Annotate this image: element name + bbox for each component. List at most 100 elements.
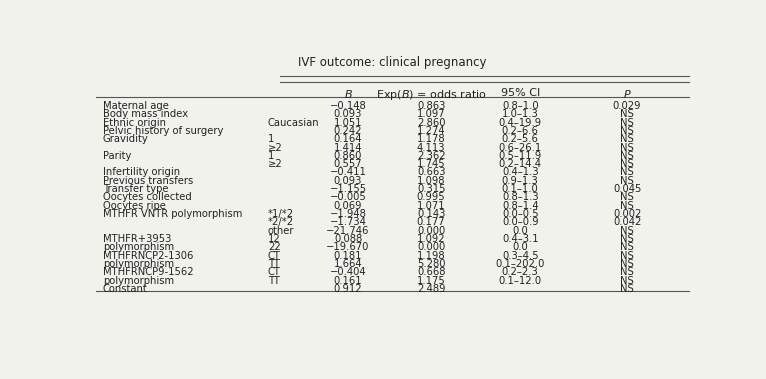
Text: NS: NS xyxy=(620,226,634,236)
Text: 1.097: 1.097 xyxy=(417,109,446,119)
Text: 0.2–5.6: 0.2–5.6 xyxy=(502,134,538,144)
Text: 0.995: 0.995 xyxy=(417,193,446,202)
Text: TT: TT xyxy=(268,276,280,286)
Text: 0.315: 0.315 xyxy=(417,184,445,194)
Text: $B$: $B$ xyxy=(344,88,352,100)
Text: polymorphism: polymorphism xyxy=(103,259,174,269)
Text: 1: 1 xyxy=(268,151,274,161)
Text: 1.664: 1.664 xyxy=(334,259,362,269)
Text: 0.668: 0.668 xyxy=(417,267,445,277)
Text: 0.0: 0.0 xyxy=(512,226,528,236)
Text: 0.5–11.9: 0.5–11.9 xyxy=(499,151,542,161)
Text: 0.2–14.4: 0.2–14.4 xyxy=(499,159,542,169)
Text: Previous transfers: Previous transfers xyxy=(103,176,193,186)
Text: 1.414: 1.414 xyxy=(334,143,362,152)
Text: 1.274: 1.274 xyxy=(417,126,446,136)
Text: 0.6–26.1: 0.6–26.1 xyxy=(499,143,542,152)
Text: NS: NS xyxy=(620,284,634,294)
Text: 0.161: 0.161 xyxy=(334,276,362,286)
Text: 0.8–1.3: 0.8–1.3 xyxy=(502,193,538,202)
Text: 0.663: 0.663 xyxy=(417,168,445,177)
Text: 1: 1 xyxy=(268,134,274,144)
Text: MTHFRNCP9-1562: MTHFRNCP9-1562 xyxy=(103,267,194,277)
Text: 0.9–1.3: 0.9–1.3 xyxy=(502,176,538,186)
Text: 1.745: 1.745 xyxy=(417,159,446,169)
Text: Oocytes ripe: Oocytes ripe xyxy=(103,201,165,211)
Text: 1.098: 1.098 xyxy=(417,176,445,186)
Text: 0.2–2.3: 0.2–2.3 xyxy=(502,267,538,277)
Text: −19.670: −19.670 xyxy=(326,242,370,252)
Text: NS: NS xyxy=(620,117,634,128)
Text: NS: NS xyxy=(620,176,634,186)
Text: 0.000: 0.000 xyxy=(417,242,445,252)
Text: 1.071: 1.071 xyxy=(417,201,446,211)
Text: NS: NS xyxy=(620,267,634,277)
Text: 1.178: 1.178 xyxy=(417,134,446,144)
Text: 0.1–12.0: 0.1–12.0 xyxy=(499,276,542,286)
Text: 0.3–4.5: 0.3–4.5 xyxy=(502,251,538,261)
Text: 0.8–1.4: 0.8–1.4 xyxy=(502,201,538,211)
Text: 12: 12 xyxy=(268,234,280,244)
Text: MTHFR+3953: MTHFR+3953 xyxy=(103,234,172,244)
Text: ≥2: ≥2 xyxy=(268,159,283,169)
Text: Pelvic history of surgery: Pelvic history of surgery xyxy=(103,126,223,136)
Text: 0.093: 0.093 xyxy=(334,176,362,186)
Text: −1.734: −1.734 xyxy=(329,218,366,227)
Text: Infertility origin: Infertility origin xyxy=(103,168,180,177)
Text: other: other xyxy=(268,226,294,236)
Text: 0.042: 0.042 xyxy=(613,218,641,227)
Text: NS: NS xyxy=(620,259,634,269)
Text: Exp($B$) = odds ratio: Exp($B$) = odds ratio xyxy=(376,88,486,102)
Text: 0.088: 0.088 xyxy=(334,234,362,244)
Text: TT: TT xyxy=(268,259,280,269)
Text: 1.0–1.3: 1.0–1.3 xyxy=(502,109,538,119)
Text: NS: NS xyxy=(620,109,634,119)
Text: 1.175: 1.175 xyxy=(417,276,446,286)
Text: −1.948: −1.948 xyxy=(329,209,366,219)
Text: 1.198: 1.198 xyxy=(417,251,446,261)
Text: Ethnic origin: Ethnic origin xyxy=(103,117,166,128)
Text: CT: CT xyxy=(268,267,281,277)
Text: ≥2: ≥2 xyxy=(268,143,283,152)
Text: 4.113: 4.113 xyxy=(417,143,445,152)
Text: 2.362: 2.362 xyxy=(417,151,446,161)
Text: NS: NS xyxy=(620,168,634,177)
Text: 0.0–0.9: 0.0–0.9 xyxy=(502,218,538,227)
Text: −1.155: −1.155 xyxy=(329,184,367,194)
Text: CT: CT xyxy=(268,251,281,261)
Text: 0.4–19.9: 0.4–19.9 xyxy=(499,117,542,128)
Text: 0.860: 0.860 xyxy=(334,151,362,161)
Text: 0.1–202.0: 0.1–202.0 xyxy=(496,259,545,269)
Text: 5.280: 5.280 xyxy=(417,259,445,269)
Text: Oocytes collected: Oocytes collected xyxy=(103,193,192,202)
Text: NS: NS xyxy=(620,151,634,161)
Text: 0.863: 0.863 xyxy=(417,101,445,111)
Text: 0.0: 0.0 xyxy=(512,242,528,252)
Text: 95% CI: 95% CI xyxy=(501,88,540,98)
Text: 0.1–1.0: 0.1–1.0 xyxy=(502,184,538,194)
Text: 22: 22 xyxy=(268,242,280,252)
Text: NS: NS xyxy=(620,276,634,286)
Text: NS: NS xyxy=(620,234,634,244)
Text: 0.002: 0.002 xyxy=(613,209,641,219)
Text: Constant: Constant xyxy=(103,284,148,294)
Text: 0.2–6.6: 0.2–6.6 xyxy=(502,126,538,136)
Text: Caucasian: Caucasian xyxy=(268,117,319,128)
Text: 0.8–1.0: 0.8–1.0 xyxy=(502,101,538,111)
Text: 1.092: 1.092 xyxy=(417,234,446,244)
Text: 0.177: 0.177 xyxy=(417,218,446,227)
Text: 0.000: 0.000 xyxy=(417,226,445,236)
Text: Maternal age: Maternal age xyxy=(103,101,169,111)
Text: MTHFRNCP2-1306: MTHFRNCP2-1306 xyxy=(103,251,193,261)
Text: polymorphism: polymorphism xyxy=(103,276,174,286)
Text: 0.557: 0.557 xyxy=(334,159,362,169)
Text: Gravidity: Gravidity xyxy=(103,134,149,144)
Text: IVF outcome: clinical pregnancy: IVF outcome: clinical pregnancy xyxy=(298,56,487,69)
Text: Parity: Parity xyxy=(103,151,131,161)
Text: −0.404: −0.404 xyxy=(329,267,366,277)
Text: NS: NS xyxy=(620,143,634,152)
Text: 0.4–3.1: 0.4–3.1 xyxy=(502,234,538,244)
Text: 0.181: 0.181 xyxy=(334,251,362,261)
Text: Body mass index: Body mass index xyxy=(103,109,188,119)
Text: 0.4–1.3: 0.4–1.3 xyxy=(502,168,538,177)
